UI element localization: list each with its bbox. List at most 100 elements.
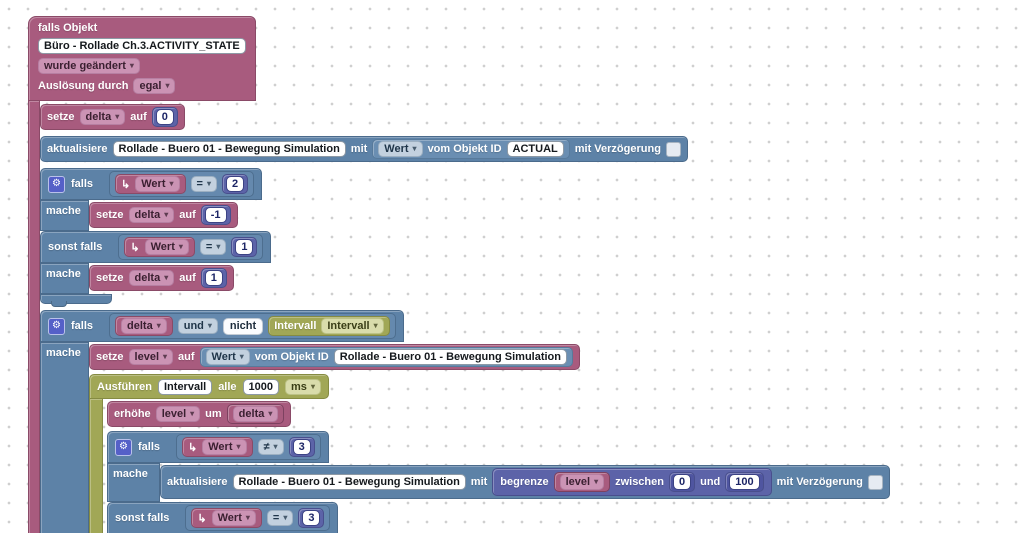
gear-icon[interactable]: ⚙	[48, 175, 65, 193]
gear-icon[interactable]: ⚙	[115, 438, 132, 456]
wert-dropdown[interactable]: Wert ▾	[144, 239, 189, 255]
operator-dropdown[interactable]: und ▾	[177, 318, 218, 334]
number-field[interactable]: 0	[155, 109, 174, 125]
wert-dropdown[interactable]: Wert ▾	[135, 176, 180, 192]
delta-var-dropdown[interactable]: delta ▾	[128, 270, 175, 286]
nicht-block[interactable]: nicht	[222, 317, 264, 335]
objekt-id-field[interactable]: ACTUAL	[506, 141, 564, 157]
condition-wert-neq-3[interactable]: ↳ Wert ▾	[176, 434, 321, 460]
number-field[interactable]: 1	[235, 239, 254, 255]
wert-block[interactable]: ↳ Wert ▾	[182, 437, 253, 457]
number-field[interactable]: -1	[204, 207, 227, 223]
number-field[interactable]: 0	[672, 474, 692, 490]
dropdown-arrow-icon: ▾	[207, 321, 212, 330]
intervall-name-field[interactable]: Intervall	[158, 378, 213, 395]
wert-dropdown[interactable]: Wert ▾	[205, 349, 250, 365]
number-field[interactable]: 2	[225, 176, 245, 192]
wert-dropdown[interactable]: Wert ▾	[202, 439, 247, 455]
dropdown-arrow-icon: ▾	[178, 242, 183, 251]
wert-vom-objekt-block[interactable]: Wert ▾ vom Objekt ID Rollade - Buero 01 …	[199, 347, 573, 367]
event-trigger-dropdown[interactable]: egal ▾	[133, 78, 176, 94]
return-arrow-icon: ↳	[197, 512, 207, 525]
if-block-2[interactable]: ⚙ falls delta ▾ und ▾	[40, 310, 1024, 533]
interval-ms-field[interactable]: 1000	[242, 378, 280, 395]
if-block-3[interactable]: ⚙ falls ↳ Wert	[107, 431, 1024, 533]
event-block-header[interactable]: falls Objekt Büro - Rollade Ch.3.ACTIVIT…	[28, 16, 256, 101]
aktualisiere-block-1[interactable]: aktualisiere Rollade - Buero 01 - Bewegu…	[40, 136, 688, 162]
dropdown-arrow-icon: ▾	[239, 352, 244, 361]
ausfuehren-intervall-block[interactable]: Ausführen Intervall alle 1000 ms ▾	[89, 374, 1024, 533]
number-block[interactable]: 2	[221, 174, 249, 194]
wert-dropdown[interactable]: Wert ▾	[378, 141, 423, 157]
delta-var-dropdown[interactable]: delta ▾	[121, 318, 167, 334]
wert-block[interactable]: ↳ Wert ▾	[191, 508, 262, 528]
device-field[interactable]: Rollade - Buero 01 - Bewegung Simulation	[232, 474, 466, 490]
condition-delta-und-nicht-intervall[interactable]: delta ▾ und ▾ nicht Intervall	[109, 313, 396, 339]
event-title: falls Objekt	[38, 22, 98, 34]
if-block-footer	[40, 294, 112, 307]
setze-level-block[interactable]: setze level ▾ auf Wert ▾	[89, 344, 580, 370]
number-field[interactable]: 3	[302, 510, 321, 526]
event-block-falls-objekt[interactable]: falls Objekt Büro - Rollade Ch.3.ACTIVIT…	[28, 16, 1024, 533]
operator-dropdown[interactable]: = ▾	[190, 176, 217, 192]
wert-dropdown[interactable]: Wert ▾	[211, 510, 256, 526]
device-field[interactable]: Rollade - Buero 01 - Bewegung Simulation	[112, 141, 346, 157]
number-block[interactable]: 0	[668, 472, 696, 492]
level-block[interactable]: level ▾	[553, 472, 611, 492]
aktualisiere-block-2[interactable]: aktualisiere Rollade - Buero 01 - Bewegu…	[160, 465, 890, 499]
delta-var-dropdown[interactable]: delta ▾	[79, 109, 126, 125]
if-block-1[interactable]: ⚙ falls ↳ Wert ▾ =	[40, 168, 272, 307]
number-block[interactable]: 0	[151, 107, 178, 127]
delta-var-dropdown[interactable]: delta ▾	[128, 207, 175, 223]
level-var-dropdown[interactable]: level ▾	[155, 406, 201, 422]
dropdown-arrow-icon: ▾	[373, 321, 378, 330]
gear-icon[interactable]: ⚙	[48, 317, 65, 335]
condition-wert-eq-2[interactable]: ↳ Wert ▾ = ▾ 2	[109, 171, 255, 197]
dropdown-arrow-icon: ▾	[115, 112, 120, 121]
dropdown-arrow-icon: ▾	[163, 352, 168, 361]
delta-var-dropdown[interactable]: delta ▾	[232, 406, 279, 422]
dropdown-arrow-icon: ▾	[236, 442, 241, 451]
number-field[interactable]: 3	[292, 439, 311, 455]
begrenze-block[interactable]: begrenze level ▾	[492, 468, 772, 496]
setze-delta-0-block[interactable]: setze delta ▾ auf 0	[40, 104, 185, 130]
number-field[interactable]: 1	[204, 270, 223, 286]
wert-vom-objekt-block[interactable]: Wert ▾ vom Objekt ID ACTUAL	[372, 139, 570, 159]
wert-block[interactable]: ↳ Wert ▾	[124, 237, 195, 257]
objekt-id-field[interactable]: Rollade - Buero 01 - Bewegung Simulation	[333, 349, 567, 365]
dropdown-arrow-icon: ▾	[412, 144, 417, 153]
intervall-block[interactable]: Intervall Intervall ▾	[268, 316, 390, 336]
operator-dropdown[interactable]: = ▾	[199, 239, 227, 255]
return-arrow-icon: ↳	[121, 178, 131, 191]
number-block[interactable]: 1	[200, 268, 227, 288]
operator-dropdown[interactable]: = ▾	[266, 510, 294, 526]
condition-wert-eq-1[interactable]: ↳ Wert ▾ = ▾ 1	[118, 234, 264, 260]
delay-checkbox[interactable]	[867, 474, 883, 490]
intervall-dropdown[interactable]: Intervall ▾	[321, 318, 384, 334]
level-var-dropdown[interactable]: level ▾	[128, 349, 174, 365]
event-changed-dropdown[interactable]: wurde geändert ▾	[38, 58, 140, 74]
number-field[interactable]: 100	[729, 474, 760, 490]
event-object-field[interactable]: Büro - Rollade Ch.3.ACTIVITY_STATE	[38, 38, 246, 54]
delta-block[interactable]: delta ▾	[226, 404, 285, 424]
setze-delta-1-block[interactable]: setze delta ▾ auf 1	[89, 265, 234, 291]
number-block[interactable]: 100	[725, 472, 764, 492]
condition-wert-eq-3[interactable]: ↳ Wert ▾	[185, 505, 331, 531]
level-var-dropdown[interactable]: level ▾	[559, 474, 605, 490]
number-block[interactable]: 3	[288, 437, 315, 457]
number-block[interactable]: -1	[200, 205, 231, 225]
ms-unit-dropdown[interactable]: ms ▾	[285, 378, 321, 395]
delay-checkbox[interactable]	[665, 141, 681, 157]
number-block[interactable]: 3	[298, 508, 325, 528]
operator-dropdown[interactable]: ≠ ▾	[257, 439, 284, 455]
dropdown-arrow-icon: ▾	[165, 81, 170, 90]
dropdown-arrow-icon: ▾	[206, 179, 211, 188]
number-block[interactable]: 1	[231, 237, 258, 257]
erhoehe-level-block[interactable]: erhöhe level ▾ um	[107, 401, 292, 427]
event-trigger-label: Auslösung durch	[38, 80, 129, 92]
delta-block[interactable]: delta ▾	[115, 316, 173, 336]
wert-block[interactable]: ↳ Wert ▾	[115, 174, 186, 194]
setze-delta-minus1-block[interactable]: setze delta ▾ auf -1	[89, 202, 238, 228]
interval-block-spine	[89, 399, 103, 533]
